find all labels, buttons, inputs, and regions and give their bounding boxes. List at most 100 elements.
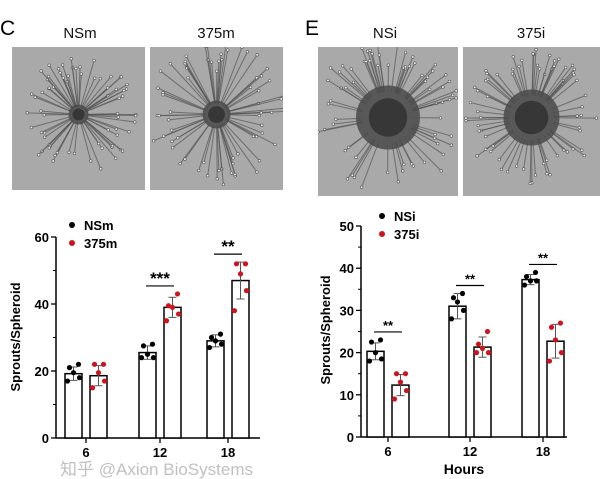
sprout bbox=[371, 53, 383, 93]
sprout-cell bbox=[167, 118, 171, 122]
data-point-NSm bbox=[217, 331, 224, 337]
sprout bbox=[347, 138, 375, 180]
data-point-NSi bbox=[377, 337, 384, 343]
data-point-NSi bbox=[527, 278, 534, 284]
sprout-cell bbox=[240, 47, 244, 50]
sprout-cell bbox=[423, 79, 427, 83]
panel-letter-c: C bbox=[0, 17, 16, 40]
data-point-NSi bbox=[521, 282, 528, 288]
sprout bbox=[485, 70, 517, 102]
sprout bbox=[405, 135, 442, 172]
sprout bbox=[532, 49, 537, 96]
sprout-cell bbox=[454, 96, 458, 100]
y-tick-label: 40 bbox=[340, 261, 354, 276]
sprout-cell bbox=[360, 47, 364, 50]
sprout-cell bbox=[109, 75, 113, 79]
legend-label: NSm bbox=[84, 218, 114, 233]
legend-label: NSi bbox=[394, 209, 416, 224]
sprout bbox=[184, 61, 212, 106]
sprout bbox=[546, 74, 575, 102]
sprout-cell bbox=[522, 167, 526, 171]
sprout-cell bbox=[40, 90, 44, 95]
significance-label: ** bbox=[221, 237, 235, 256]
data-point-375i bbox=[393, 371, 400, 377]
data-point-375m bbox=[174, 291, 181, 297]
sprout-cell bbox=[542, 161, 546, 166]
sprout-cell bbox=[438, 116, 443, 120]
data-point-375i bbox=[473, 350, 480, 356]
significance-label: ** bbox=[383, 318, 394, 333]
data-point-NSi bbox=[368, 339, 375, 345]
data-point-NSi bbox=[523, 274, 530, 280]
sprout-cell bbox=[433, 63, 437, 67]
sprout-cell bbox=[257, 159, 262, 163]
sprout bbox=[226, 119, 276, 145]
sprout-cell bbox=[226, 48, 230, 52]
legend-marker-NSm bbox=[69, 222, 75, 228]
sprout-cell bbox=[538, 67, 542, 71]
sprout-cell bbox=[56, 67, 61, 71]
sprout bbox=[465, 118, 510, 122]
legend-marker-375m bbox=[69, 240, 75, 246]
sprout-cell bbox=[594, 116, 598, 120]
sprout bbox=[227, 98, 282, 113]
y-tick-label: 60 bbox=[35, 230, 49, 245]
sprout-cell bbox=[454, 89, 458, 93]
sprout bbox=[78, 74, 82, 107]
sprout-cell bbox=[580, 105, 584, 109]
sprout-cell bbox=[171, 146, 175, 150]
panel-letter-e: E bbox=[305, 17, 320, 40]
sprout-cell bbox=[439, 169, 443, 173]
data-point-375i bbox=[402, 371, 409, 377]
sprout-cell bbox=[326, 102, 330, 106]
sprout bbox=[409, 81, 450, 105]
sprout-cell bbox=[326, 78, 330, 82]
sprout-cell bbox=[106, 86, 110, 90]
sprout-cell bbox=[259, 111, 263, 115]
data-point-375i bbox=[391, 396, 398, 402]
sprout bbox=[412, 124, 452, 137]
sprout bbox=[474, 86, 512, 108]
y-axis-label: Sprouts/Spheroid bbox=[318, 275, 333, 384]
data-point-NSm bbox=[150, 355, 157, 361]
sprout-cell bbox=[331, 122, 335, 126]
sprout-cell bbox=[359, 185, 364, 189]
sprout bbox=[80, 60, 95, 107]
sprout bbox=[204, 47, 216, 104]
sprout-cell bbox=[571, 147, 575, 151]
sprout-cell bbox=[495, 72, 499, 77]
sprout-cell bbox=[436, 141, 440, 146]
sprout-cell bbox=[572, 73, 576, 77]
sprout bbox=[537, 55, 551, 97]
sprout bbox=[501, 136, 521, 170]
data-point-375i bbox=[484, 328, 491, 335]
sprout-cell bbox=[215, 177, 219, 181]
sprout-cell bbox=[476, 109, 480, 114]
sprout-cell bbox=[273, 142, 277, 147]
sprout bbox=[85, 117, 109, 131]
sprout-cell bbox=[122, 89, 126, 93]
sprout bbox=[41, 117, 72, 133]
sprout-cell bbox=[134, 113, 138, 118]
sprout-cell bbox=[231, 156, 235, 160]
sprout-cell bbox=[74, 66, 78, 71]
sprout-cell bbox=[449, 143, 453, 147]
sprout-cell bbox=[510, 72, 514, 76]
sprout bbox=[83, 76, 112, 109]
sprout-cell bbox=[229, 171, 234, 175]
sprout-cell bbox=[440, 100, 445, 104]
sprout bbox=[512, 56, 526, 97]
sprout bbox=[227, 116, 262, 126]
micrograph-375m bbox=[150, 47, 283, 190]
sprout-cell bbox=[464, 119, 468, 123]
x-tick-label: 12 bbox=[153, 445, 167, 460]
sprout-cell bbox=[37, 153, 41, 157]
data-point-NSm bbox=[76, 375, 83, 381]
sprout-cell bbox=[433, 136, 437, 140]
sprout-cell bbox=[565, 150, 569, 154]
sprout-cell bbox=[219, 52, 223, 56]
sprout bbox=[44, 117, 72, 134]
sprout-cell bbox=[580, 148, 584, 152]
x-axis-label: Hours bbox=[444, 461, 485, 477]
data-point-375i bbox=[546, 358, 553, 364]
